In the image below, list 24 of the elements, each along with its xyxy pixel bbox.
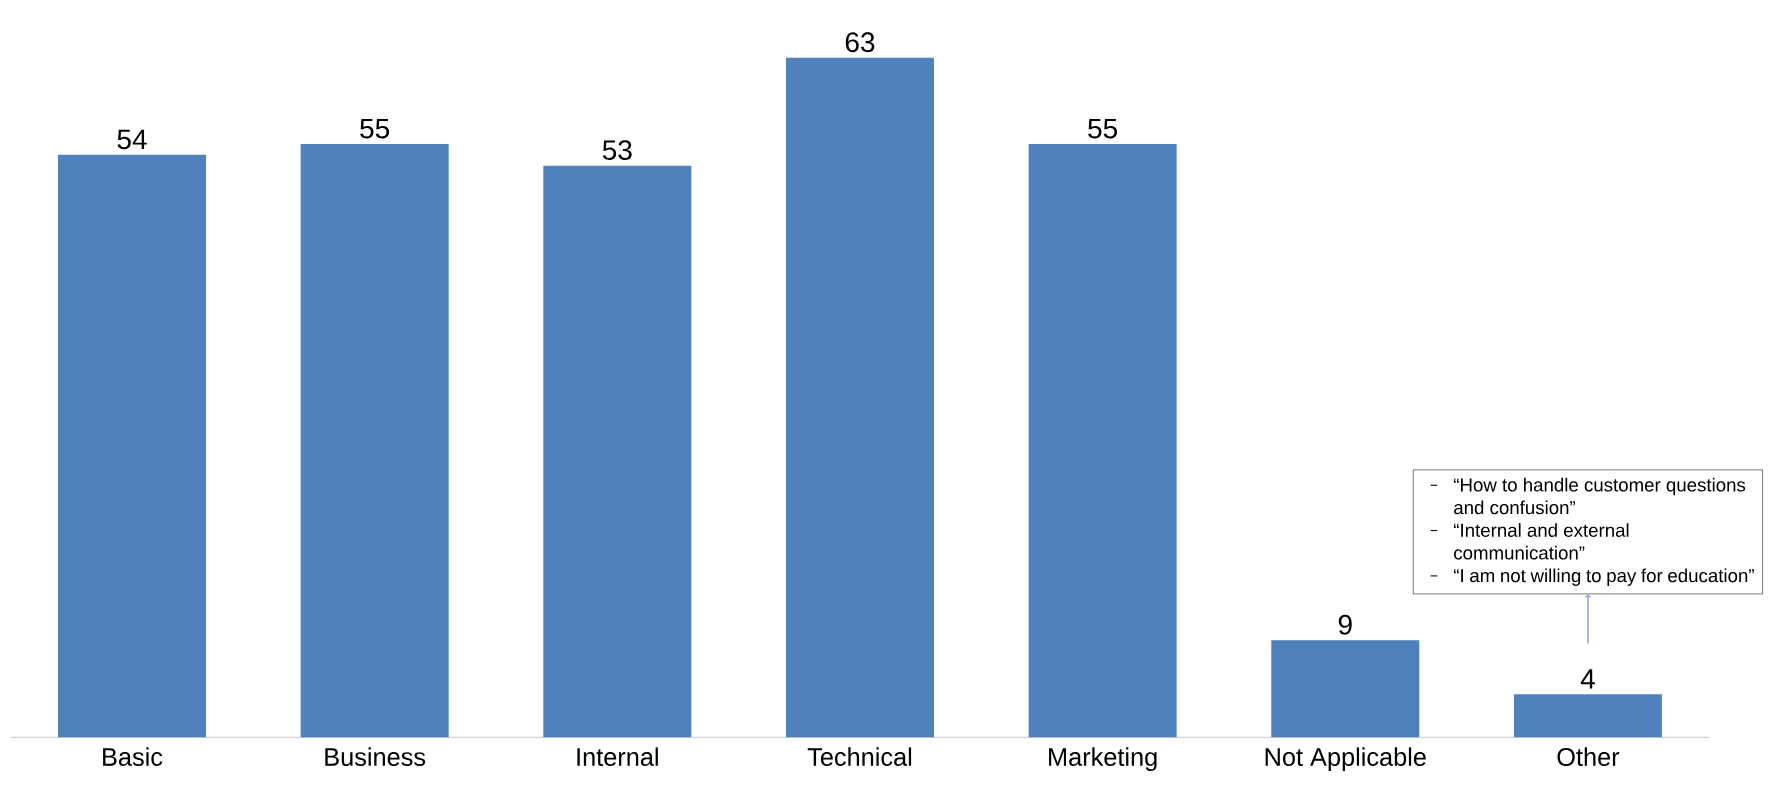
annotation: “How to handle customer questions and confusion” <box>1453 477 1746 515</box>
annotation: “Internal and external communication” <box>1453 523 1629 560</box>
bar <box>300 144 449 738</box>
bar <box>1028 144 1177 738</box>
x-tick-label: Basic <box>103 747 163 766</box>
x-tick-label: Business <box>325 747 426 766</box>
data-label: 9 <box>1338 614 1352 635</box>
bar <box>785 57 934 738</box>
bar <box>543 165 692 738</box>
data-label: 55 <box>1088 118 1118 139</box>
data-label: 63 <box>845 32 875 53</box>
annotation: “I am not willing to pay for education” <box>1453 568 1754 586</box>
bar <box>57 154 207 738</box>
data-label: 53 <box>602 140 632 161</box>
x-tick-label: Internal <box>577 747 658 766</box>
x-tick-label: Technical <box>807 747 912 766</box>
data-label: 55 <box>360 118 390 139</box>
x-tick-label: Not Applicable <box>1265 747 1426 771</box>
data-label: 4 <box>1580 669 1595 689</box>
x-tick-label: Marketing <box>1049 747 1157 771</box>
data-label: 54 <box>117 129 147 150</box>
bar <box>1513 694 1662 738</box>
bar <box>1271 640 1420 738</box>
x-tick-label: Other <box>1557 747 1620 766</box>
